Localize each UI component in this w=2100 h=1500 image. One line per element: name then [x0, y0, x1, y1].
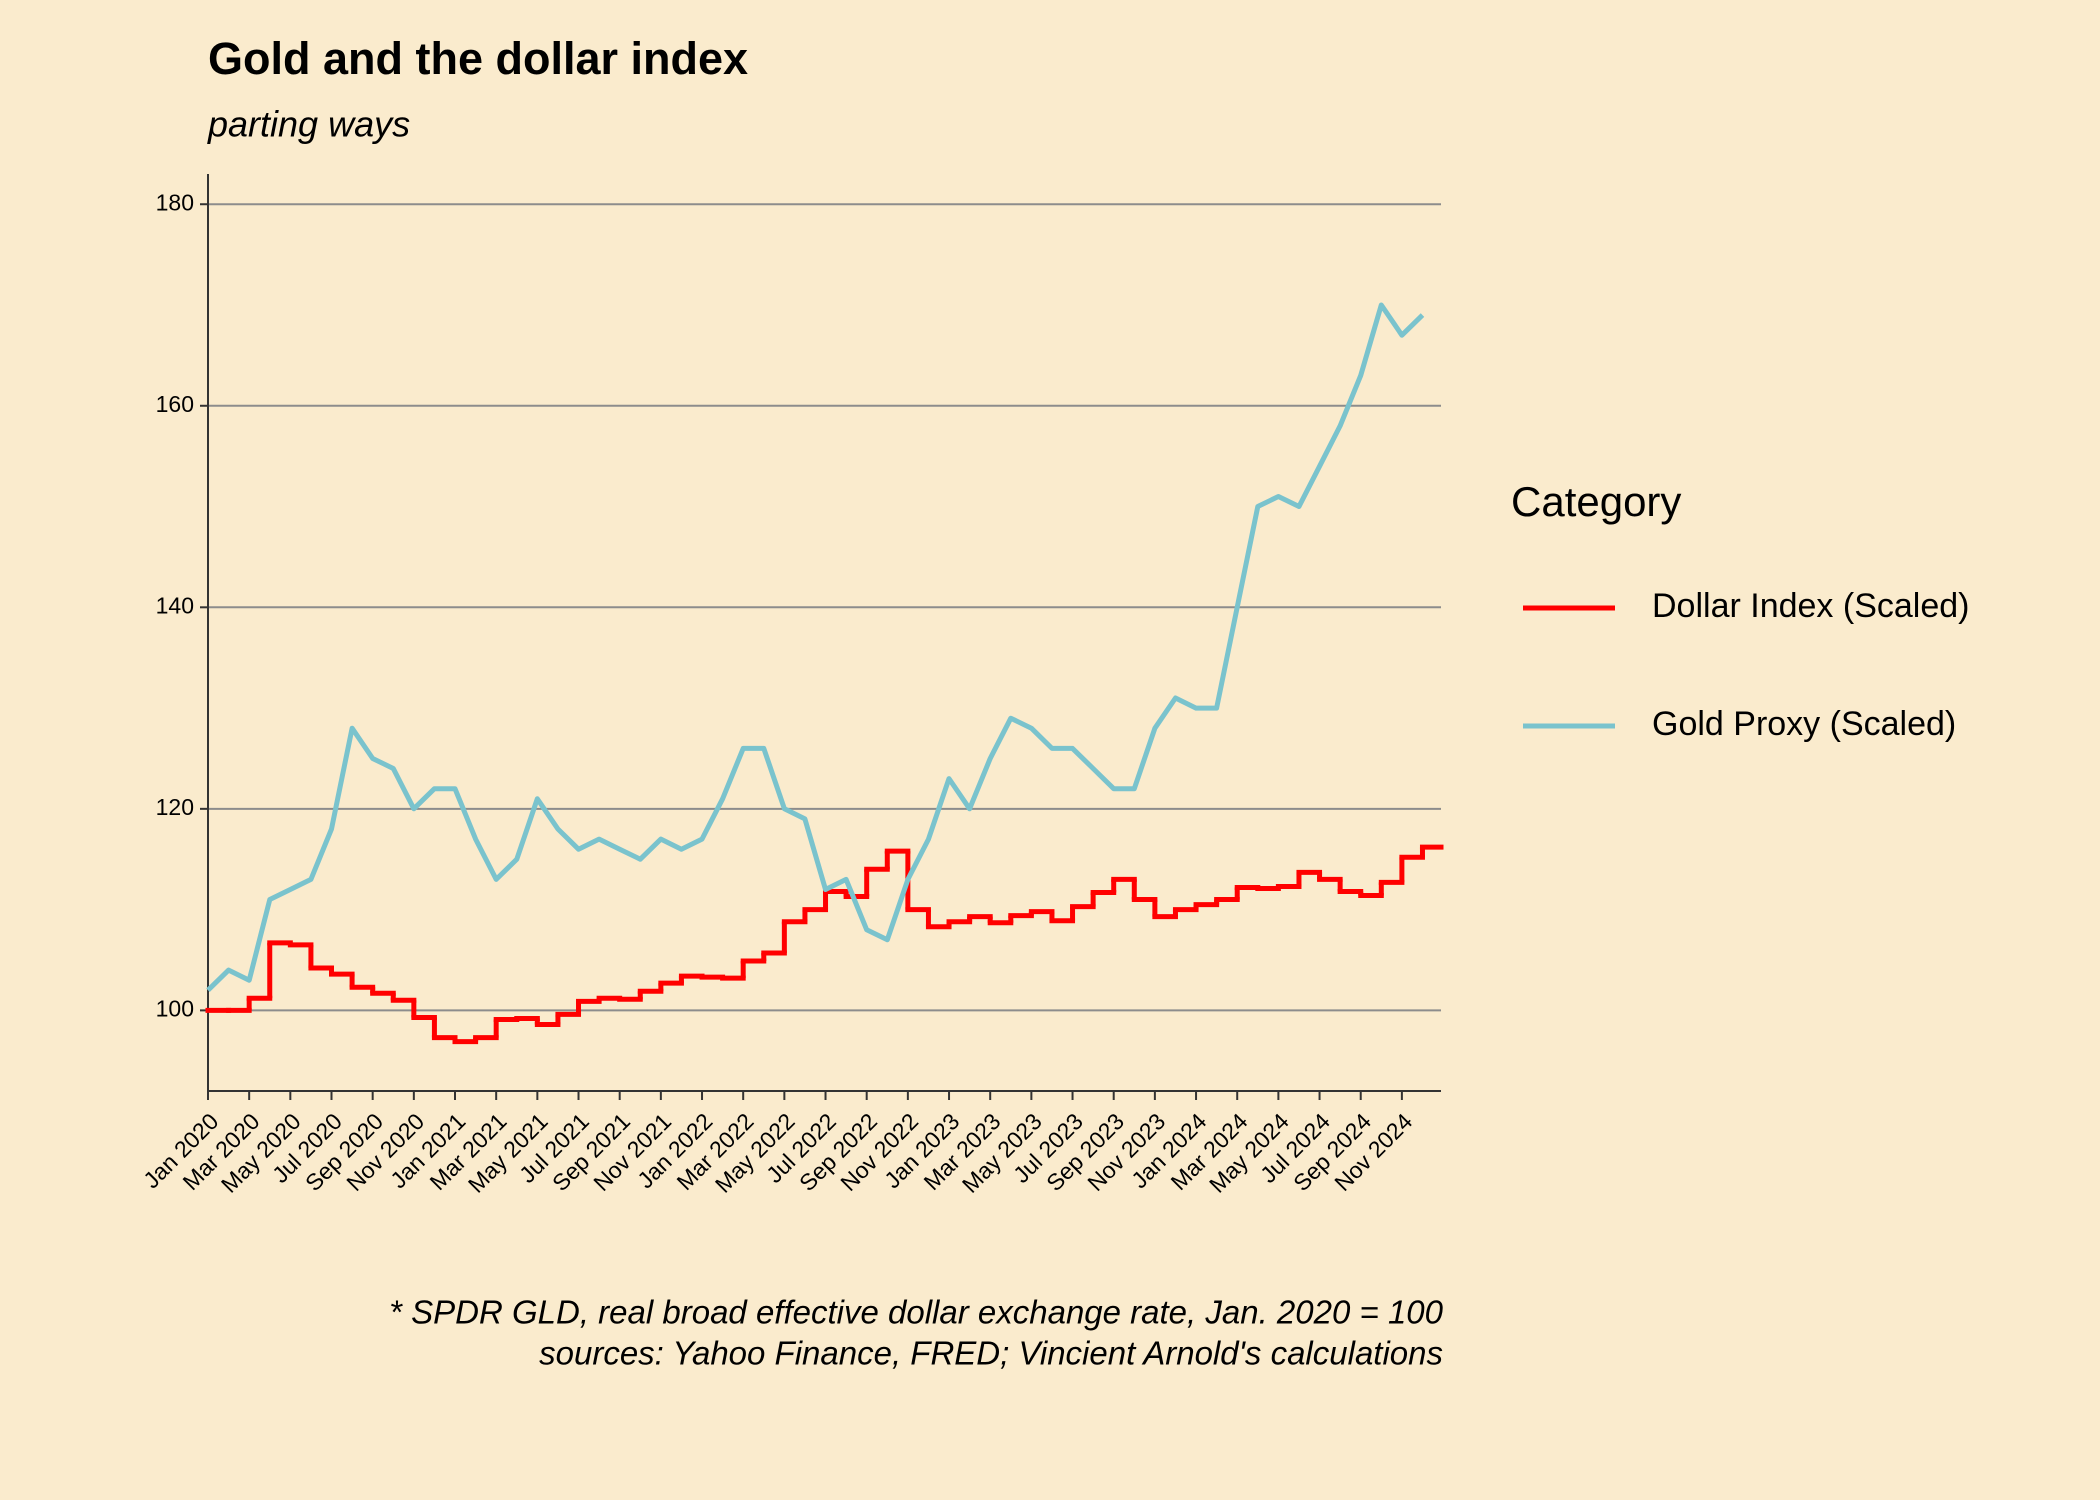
y-tick-label: 160 [156, 391, 194, 417]
y-tick-label: 100 [156, 995, 194, 1021]
legend-title: Category [1511, 478, 1681, 525]
y-tick-label: 140 [156, 592, 194, 618]
legend-label: Dollar Index (Scaled) [1652, 587, 1969, 625]
y-tick-label: 120 [156, 794, 194, 820]
caption-line: * SPDR GLD, real broad effective dollar … [389, 1294, 1444, 1331]
y-tick-label: 180 [156, 189, 194, 215]
series-line [206, 302, 1425, 992]
legend: Category Dollar Index (Scaled) Gold Proxy… [1511, 478, 1969, 743]
caption-line: sources: Yahoo Finance, FRED; Vincient A… [539, 1335, 1443, 1372]
legend-label: Gold Proxy (Scaled) [1652, 705, 1956, 743]
chart-title: Gold and the dollar index [208, 33, 748, 84]
chart-subtitle: parting ways [207, 104, 410, 145]
